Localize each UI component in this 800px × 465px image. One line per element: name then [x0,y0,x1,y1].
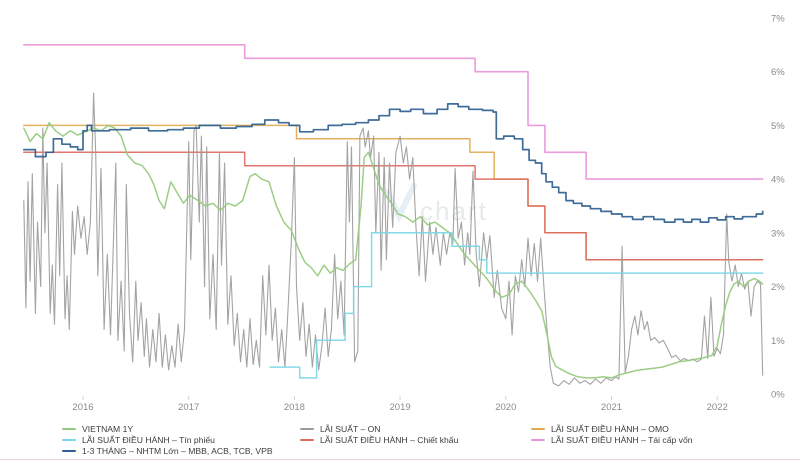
y-axis-label-7: 7% [771,14,785,25]
legend-swatch-tai-cap-von [531,438,545,441]
legend-swatch-chiet-khau [300,438,314,441]
legend-item-on[interactable]: LÃI SUẤT – ON [300,423,458,434]
legend-label-chiet-khau: LÃI SUẤT ĐIỀU HÀNH – Chiết khấu [320,434,459,445]
y-axis-label-5: 5% [771,121,785,132]
watermark: chart [385,183,486,226]
x-axis-label-2016: 2016 [72,402,93,413]
series-on [23,92,764,387]
legend-label-on: LÃI SUẤT – ON [320,423,381,434]
series-omo [23,124,764,261]
x-axis-label-2019: 2019 [390,402,411,413]
legend-swatch-tin-phieu [62,438,76,441]
series-layer [22,44,764,387]
x-axis-label-2021: 2021 [601,402,622,413]
legend-column-1: VIETNAM 1Y LÃI SUẤT ĐIỀU HÀNH – Tín phiếu… [62,423,273,456]
y-axis-label-2: 2% [771,282,785,293]
x-axis-label-2020: 2020 [495,402,516,413]
x-axis-label-2022: 2022 [707,402,728,413]
legend-label-vietnam-1y: VIETNAM 1Y [82,423,134,434]
legend-swatch-nhtm-1-3-thang [62,449,76,452]
legend-item-nhtm-1-3-thang[interactable]: 1-3 THÁNG – NHTM Lớn – MBB, ACB, TCB, VP… [62,445,273,456]
legend-item-tai-cap-von[interactable]: LÃI SUẤT ĐIỀU HÀNH – Tái cấp vốn [531,434,693,445]
legend-item-vietnam-1y[interactable]: VIETNAM 1Y [62,423,273,434]
legend-label-tai-cap-von: LÃI SUẤT ĐIỀU HÀNH – Tái cấp vốn [551,434,693,445]
legend-swatch-vietnam-1y [62,427,76,430]
legend-item-chiet-khau[interactable]: LÃI SUẤT ĐIỀU HÀNH – Chiết khấu [300,434,458,445]
series-tin-phieu [269,232,764,379]
legend-swatch-on [300,427,314,430]
y-axis-label-1: 1% [771,336,785,347]
legend-column-2: LÃI SUẤT – ON LÃI SUẤT ĐIỀU HÀNH – Chiết … [300,423,458,445]
y-axis-label-4: 4% [771,175,785,186]
legend-item-tin-phieu[interactable]: LÃI SUẤT ĐIỀU HÀNH – Tín phiếu [62,434,273,445]
legend-label-omo: LÃI SUẤT ĐIỀU HÀNH – OMO [551,423,669,434]
series-tai-cap-von [23,44,764,180]
y-axis-label-6: 6% [771,67,785,78]
legend-column-3: LÃI SUẤT ĐIỀU HÀNH – OMO LÃI SUẤT ĐIỀU HÀ… [531,423,693,445]
legend-label-tin-phieu: LÃI SUẤT ĐIỀU HÀNH – Tín phiếu [82,434,215,445]
x-axis-label-2018: 2018 [284,402,305,413]
legend-swatch-omo [531,427,545,430]
y-axis-label-3: 3% [771,228,785,239]
legend-label-nhtm-1-3-thang: 1-3 THÁNG – NHTM Lớn – MBB, ACB, TCB, VP… [82,445,273,456]
series-vietnam-1y [23,121,764,379]
y-axis: 7% 6% 5% 4% 3% 2% 1% 0% [771,14,785,401]
legend-item-omo[interactable]: LÃI SUẤT ĐIỀU HÀNH – OMO [531,423,693,434]
series-chiet-khau [23,151,764,261]
rates-chart: chart 7%6%5%4%3%2%1%0% 2016 2017 2018 2019 2… [22,14,785,413]
widget-bottom-border [0,459,800,460]
series-nhtm-1-3-thang [22,103,764,223]
x-axis-label-2017: 2017 [178,402,199,413]
x-axis: 2016 2017 2018 2019 2020 2021 2022 [72,396,728,413]
y-axis-label-0: 0% [771,390,785,401]
chart-legend: VIETNAM 1Y LÃI SUẤT ĐIỀU HÀNH – Tín phiếu… [0,423,800,457]
